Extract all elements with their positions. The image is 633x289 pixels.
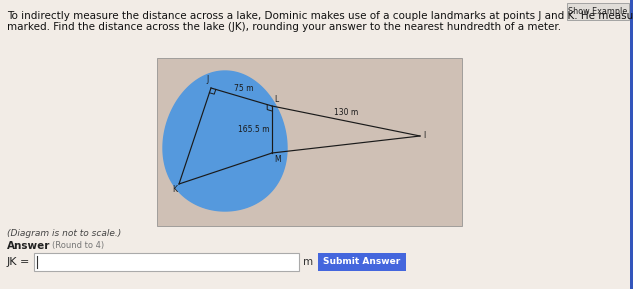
Text: J: J bbox=[207, 75, 209, 84]
Text: 130 m: 130 m bbox=[334, 108, 358, 117]
FancyBboxPatch shape bbox=[318, 253, 406, 271]
Text: JK =: JK = bbox=[7, 257, 30, 267]
Text: marked. Find the distance across the lake (JK), rounding your answer to the near: marked. Find the distance across the lak… bbox=[7, 22, 561, 32]
Text: Answer: Answer bbox=[7, 241, 51, 251]
Text: (Round to 4): (Round to 4) bbox=[52, 241, 104, 250]
Polygon shape bbox=[163, 71, 287, 211]
Text: M: M bbox=[274, 155, 280, 164]
Text: 75 m: 75 m bbox=[234, 84, 253, 93]
Text: Submit Answer: Submit Answer bbox=[323, 257, 401, 266]
FancyBboxPatch shape bbox=[567, 3, 629, 20]
Text: To indirectly measure the distance across a lake, Dominic makes use of a couple : To indirectly measure the distance acros… bbox=[7, 11, 633, 21]
Text: 165.5 m: 165.5 m bbox=[239, 125, 270, 134]
Bar bbox=[157, 58, 462, 226]
FancyBboxPatch shape bbox=[34, 253, 299, 271]
Text: I: I bbox=[423, 131, 425, 140]
Text: L: L bbox=[274, 95, 279, 104]
Text: m: m bbox=[303, 257, 313, 267]
Text: K: K bbox=[172, 185, 177, 194]
Text: Show Example: Show Example bbox=[568, 7, 628, 16]
Text: (Diagram is not to scale.): (Diagram is not to scale.) bbox=[7, 229, 122, 238]
Bar bbox=[630, 0, 633, 289]
